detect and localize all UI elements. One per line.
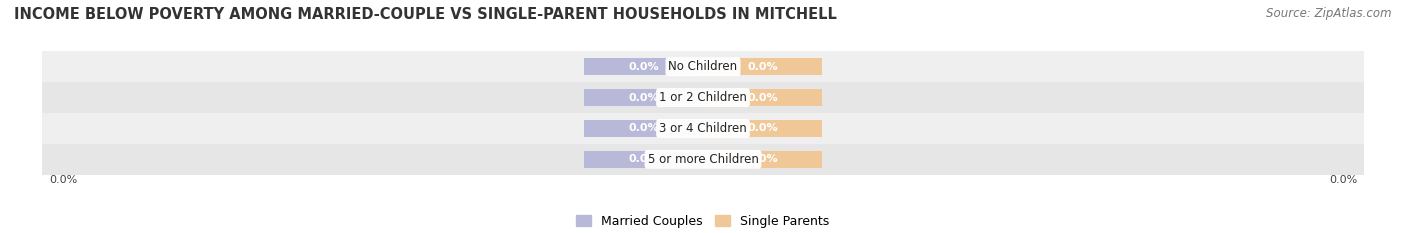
Text: 0.0%: 0.0% [747,123,778,134]
Bar [583,89,703,106]
Text: 0.0%: 0.0% [747,62,778,72]
Text: 0.0%: 0.0% [628,154,659,164]
Text: 3 or 4 Children: 3 or 4 Children [659,122,747,135]
Bar [42,144,1364,175]
Text: 0.0%: 0.0% [628,62,659,72]
Text: 0.0%: 0.0% [628,93,659,103]
Text: 0.0%: 0.0% [747,154,778,164]
Text: No Children: No Children [668,60,738,73]
Bar [42,82,1364,113]
Bar [583,151,703,168]
Bar [583,120,703,137]
Text: 5 or more Children: 5 or more Children [648,153,758,166]
Text: 0.0%: 0.0% [628,123,659,134]
Text: 0.0%: 0.0% [49,175,77,185]
Bar [703,58,823,75]
Bar [703,120,823,137]
Text: 0.0%: 0.0% [747,93,778,103]
Legend: Married Couples, Single Parents: Married Couples, Single Parents [571,210,835,233]
Bar [42,51,1364,82]
Bar [703,89,823,106]
Text: INCOME BELOW POVERTY AMONG MARRIED-COUPLE VS SINGLE-PARENT HOUSEHOLDS IN MITCHEL: INCOME BELOW POVERTY AMONG MARRIED-COUPL… [14,7,837,22]
Bar [703,151,823,168]
Bar [42,113,1364,144]
Text: 1 or 2 Children: 1 or 2 Children [659,91,747,104]
Text: Source: ZipAtlas.com: Source: ZipAtlas.com [1267,7,1392,20]
Bar [583,58,703,75]
Text: 0.0%: 0.0% [1329,175,1357,185]
